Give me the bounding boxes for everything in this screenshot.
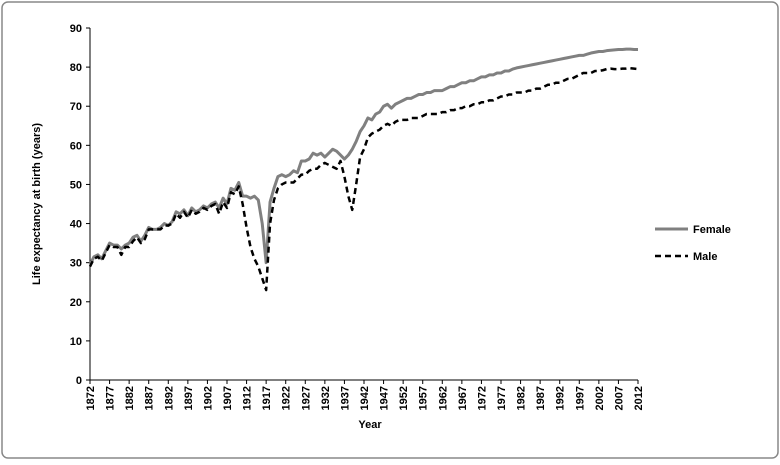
- x-tick-label: 1952: [398, 386, 410, 410]
- x-tick-label: 1977: [496, 386, 508, 410]
- x-tick-label: 1972: [476, 386, 488, 410]
- x-tick-label: 1942: [359, 386, 371, 410]
- x-tick-label: 1982: [516, 386, 528, 410]
- x-tick-label: 1907: [222, 386, 234, 410]
- x-tick-label: 1917: [261, 386, 273, 410]
- x-tick-label: 1922: [281, 386, 293, 410]
- x-tick-label: 1962: [437, 386, 449, 410]
- x-tick-label: 2002: [594, 386, 606, 410]
- x-tick-label: 1897: [183, 386, 195, 410]
- y-tick-label: 40: [70, 219, 82, 231]
- series-line: [88, 67, 639, 292]
- legend-label: Female: [693, 224, 731, 236]
- x-tick-label: 1967: [457, 386, 469, 410]
- y-tick-label: 90: [70, 23, 82, 35]
- x-tick-label: 1927: [300, 386, 312, 410]
- x-tick-label: 1882: [124, 386, 136, 410]
- x-tick-label: 1997: [574, 386, 586, 410]
- y-axis-label: Life expectancy at birth (years): [31, 123, 43, 285]
- x-tick-label: 1877: [105, 386, 117, 410]
- x-tick-label: 1887: [144, 386, 156, 410]
- x-tick-label: 1947: [379, 386, 391, 410]
- y-tick-label: 80: [70, 62, 82, 74]
- x-tick-label: 2007: [613, 386, 625, 410]
- x-axis-label: Year: [358, 419, 382, 431]
- x-tick-label: 2012: [633, 386, 645, 410]
- y-tick-label: 0: [76, 375, 82, 387]
- x-tick-label: 1937: [339, 386, 351, 410]
- x-tick-label: 1902: [202, 386, 214, 410]
- x-tick-label: 1987: [535, 386, 547, 410]
- y-tick-label: 30: [70, 258, 82, 270]
- x-tick-label: 1957: [418, 386, 430, 410]
- series-line: [88, 47, 638, 266]
- x-tick-label: 1892: [163, 386, 175, 410]
- y-tick-label: 60: [70, 140, 82, 152]
- y-tick-label: 70: [70, 101, 82, 113]
- y-tick-label: 10: [70, 336, 82, 348]
- x-tick-label: 1992: [555, 386, 567, 410]
- x-tick-label: 1932: [320, 386, 332, 410]
- y-tick-label: 20: [70, 297, 82, 309]
- y-tick-label: 50: [70, 179, 82, 191]
- x-tick-label: 1872: [85, 386, 97, 410]
- x-tick-label: 1912: [242, 386, 254, 410]
- legend-label: Male: [693, 251, 717, 263]
